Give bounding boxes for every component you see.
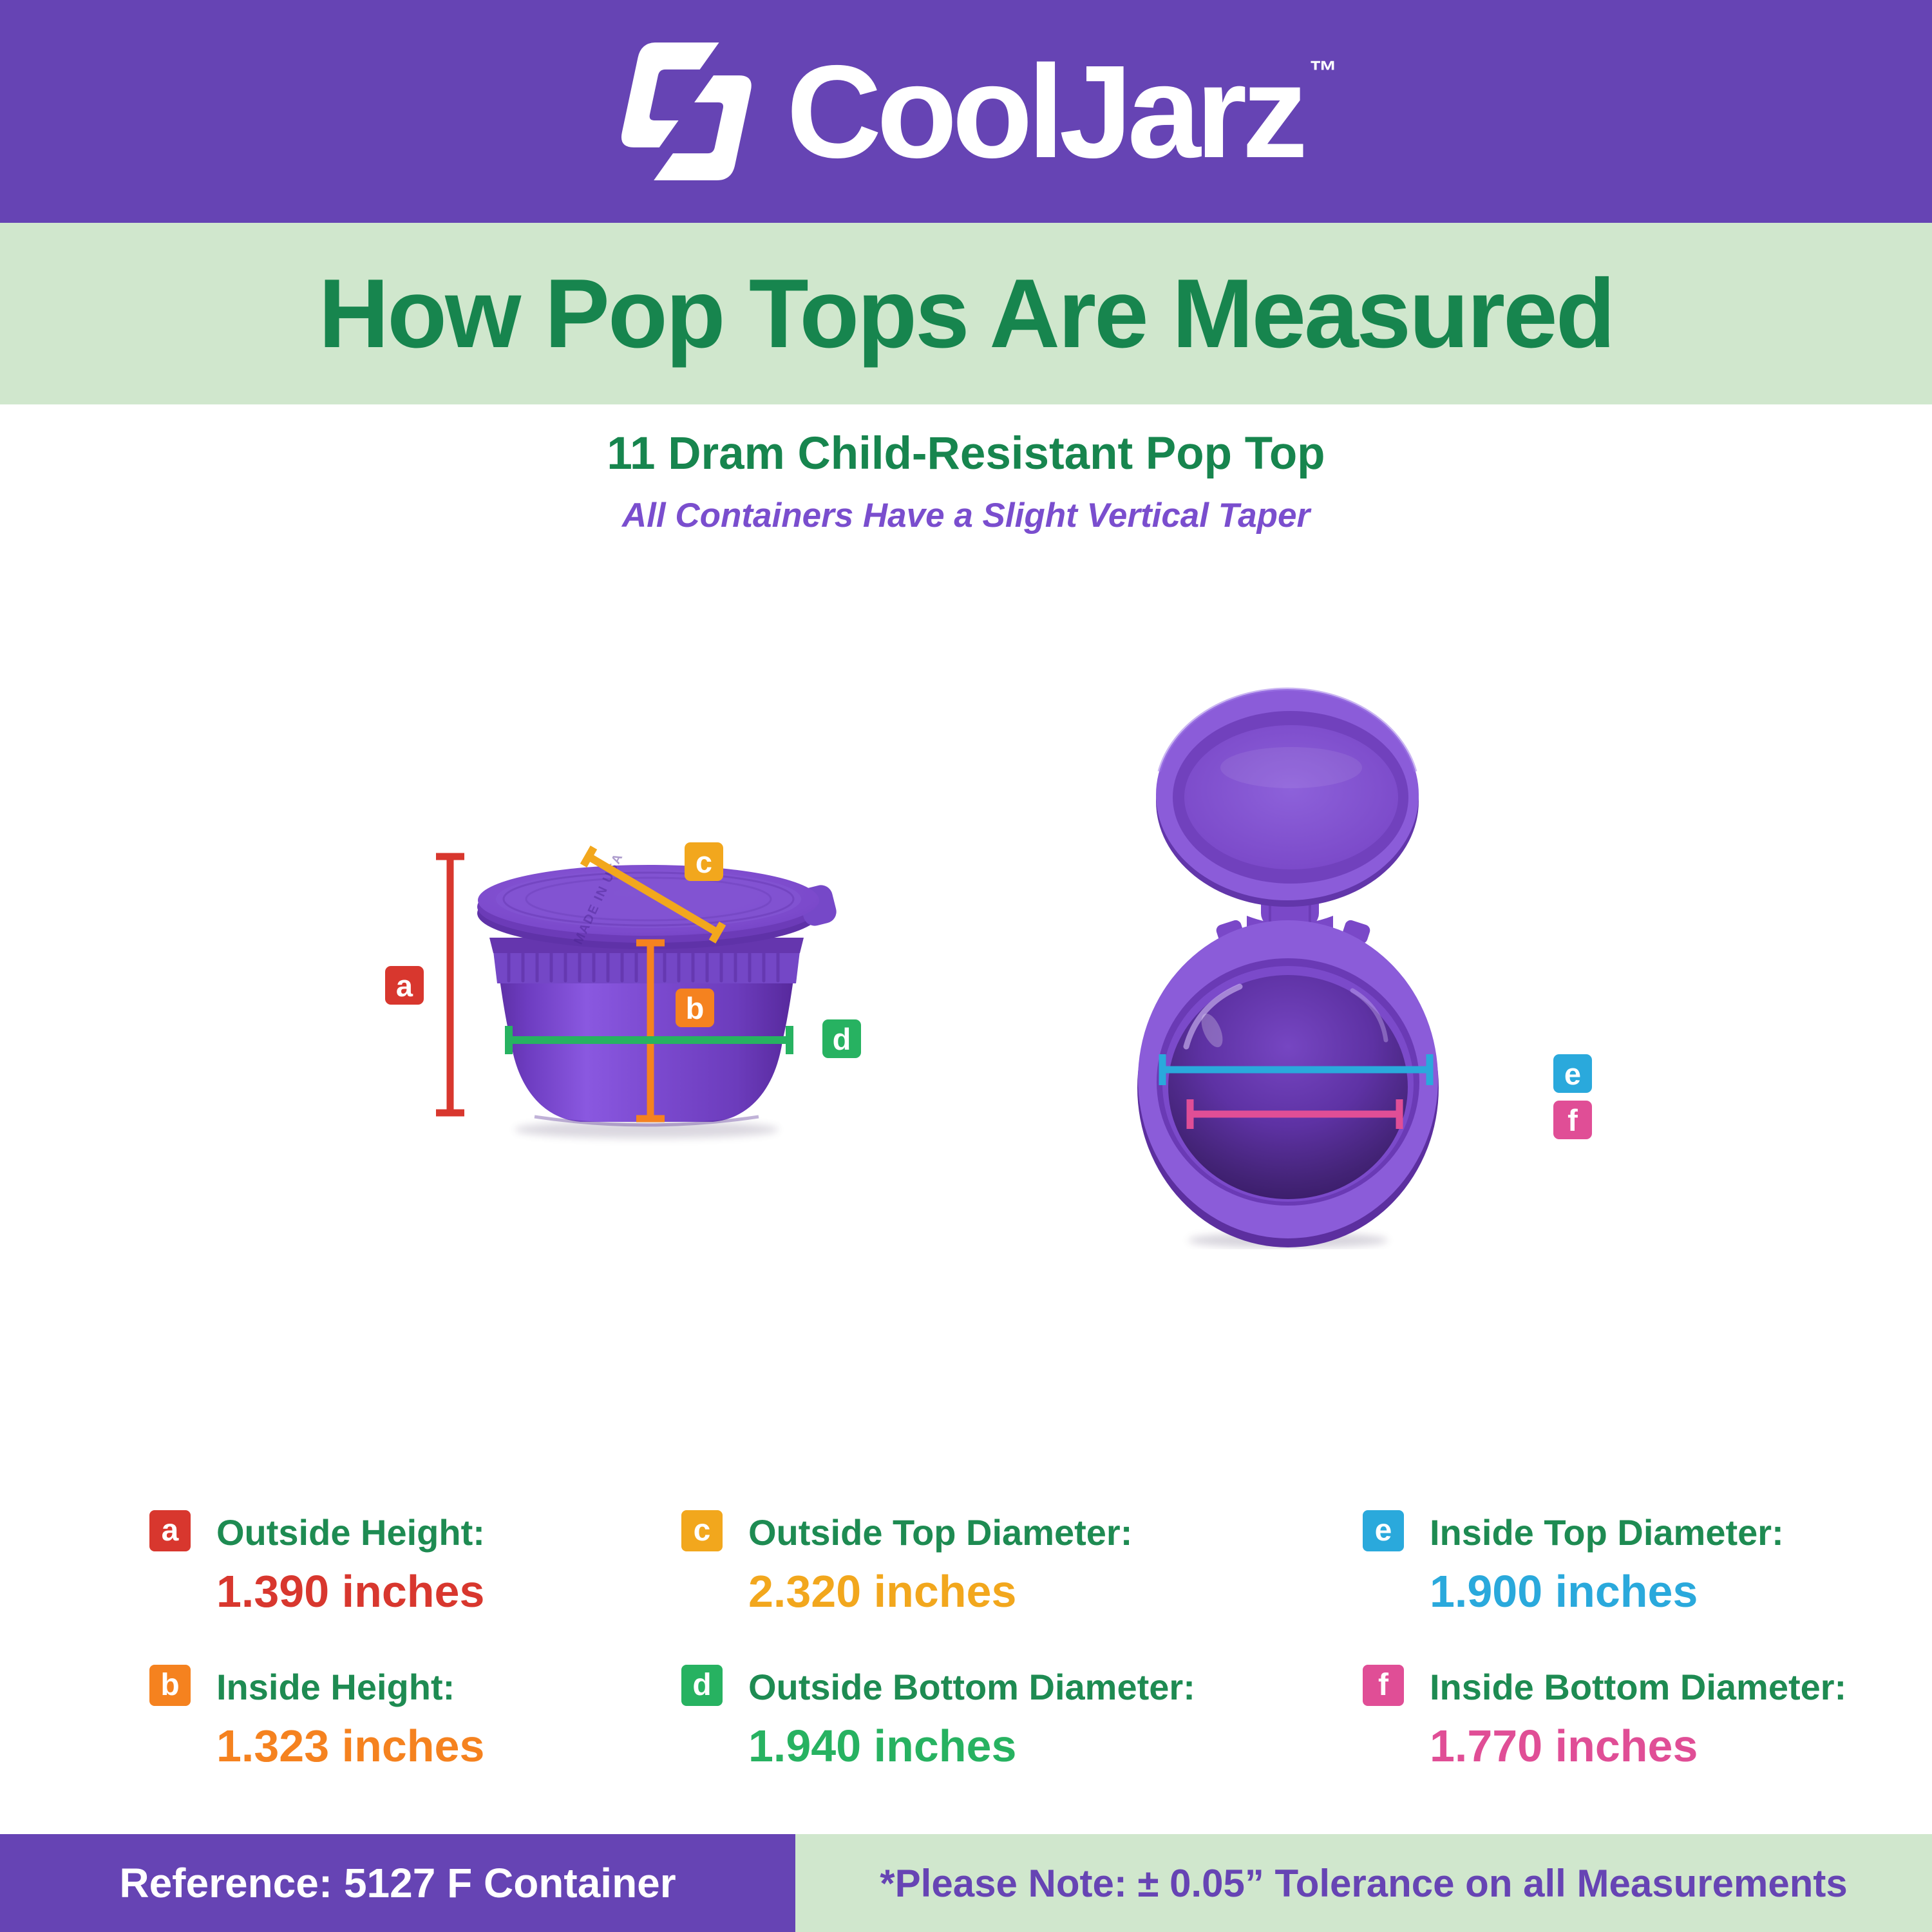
legend-label-d: Outside Bottom Diameter: (748, 1667, 1195, 1707)
measure-line-f (1186, 1099, 1403, 1129)
diagram-badge-f: f (1553, 1101, 1592, 1139)
legend-badge-e: e (1363, 1510, 1404, 1551)
body-cavity (1168, 975, 1408, 1199)
footer-tolerance-note: *Please Note: ± 0.05” Tolerance on all M… (795, 1834, 1932, 1932)
legend-item-a: a Outside Height: 1.390 inches (149, 1510, 755, 1639)
measure-line-c (580, 846, 726, 943)
open-jar-diagram (1137, 687, 1439, 1248)
legend-badge-d: d (681, 1665, 723, 1706)
diagram-badge-d: d (822, 1019, 861, 1058)
cavity-highlight-right (1350, 988, 1388, 1043)
brand-wordmark: CoolJarz ™ (786, 46, 1338, 178)
legend-item-f: f Inside Bottom Diameter: 1.770 inches (1363, 1665, 1932, 1794)
legend-item-e: e Inside Top Diameter: 1.900 inches (1363, 1510, 1932, 1639)
lid-inner-disc (1184, 725, 1398, 869)
open-jar-illustration (1137, 687, 1439, 1248)
jar-knurl-ribs (507, 952, 780, 983)
legend-item-d: d Outside Bottom Diameter: 1.940 inches (681, 1665, 1287, 1794)
legend-label-f: Inside Bottom Diameter: (1430, 1667, 1847, 1707)
legend-value-e: 1.900 inches (1430, 1566, 1698, 1616)
lid-emboss-ring-inner (525, 876, 772, 922)
diagram-badge-c: c (685, 842, 723, 881)
legend-label-c: Outside Top Diameter: (748, 1512, 1133, 1553)
footer-bar: Reference: 5127 F Container *Please Note… (0, 1834, 1932, 1932)
jar-base-ridge (534, 1115, 759, 1127)
brand-name: CoolJarz (786, 37, 1308, 185)
trademark-symbol: ™ (1309, 55, 1338, 87)
legend-item-b: b Inside Height: 1.323 inches (149, 1665, 755, 1794)
legend-label-e: Inside Top Diameter: (1430, 1512, 1784, 1553)
jar-knurl-band (493, 951, 800, 983)
lid-sheen (1220, 747, 1362, 788)
legend-label-b: Inside Height: (216, 1667, 455, 1707)
measure-line-a (436, 853, 464, 1117)
measure-line-b (636, 939, 665, 1122)
diagram-badge-e: e (1553, 1054, 1592, 1093)
cavity-gleam (1201, 1013, 1223, 1048)
lid-inner-surface (496, 870, 801, 928)
title-banner: How Pop Tops Are Measured (0, 223, 1932, 404)
diagram-badge-b: b (676, 989, 714, 1027)
lid-rim-highlight (1157, 687, 1417, 772)
legend-item-c: c Outside Top Diameter: 2.320 inches (681, 1510, 1287, 1639)
product-subtitle: All Containers Have a Slight Vertical Ta… (621, 497, 1311, 535)
diagram-badge-a: a (385, 966, 424, 1005)
legend-value-b: 1.323 inches (216, 1721, 485, 1771)
legend-value-a: 1.390 inches (216, 1566, 485, 1616)
page-title: How Pop Tops Are Measured (318, 258, 1615, 368)
legend-value-d: 1.940 inches (748, 1721, 1017, 1771)
legend-badge-a: a (149, 1510, 191, 1551)
lid-emboss-ring-outer (502, 871, 795, 927)
legend-label-a: Outside Height: (216, 1512, 485, 1553)
product-title: 11 Dram Child-Resistant Pop Top (607, 428, 1325, 479)
legend-badge-f: f (1363, 1665, 1404, 1706)
cavity-highlight-left (1183, 983, 1243, 1050)
measure-line-d (505, 1026, 793, 1054)
measure-line-e (1159, 1054, 1434, 1085)
legend-value-f: 1.770 inches (1430, 1721, 1698, 1771)
cooljarz-logo-icon (621, 42, 752, 181)
jar-shadow (515, 1121, 779, 1139)
closed-jar-diagram: MADE IN USA (436, 846, 837, 1139)
legend-badge-b: b (149, 1665, 191, 1706)
legend-value-c: 2.320 inches (748, 1566, 1017, 1616)
legend-badge-c: c (681, 1510, 723, 1551)
header-bar: CoolJarz ™ (0, 0, 1932, 223)
footer-reference: Reference: 5127 F Container (0, 1834, 795, 1932)
